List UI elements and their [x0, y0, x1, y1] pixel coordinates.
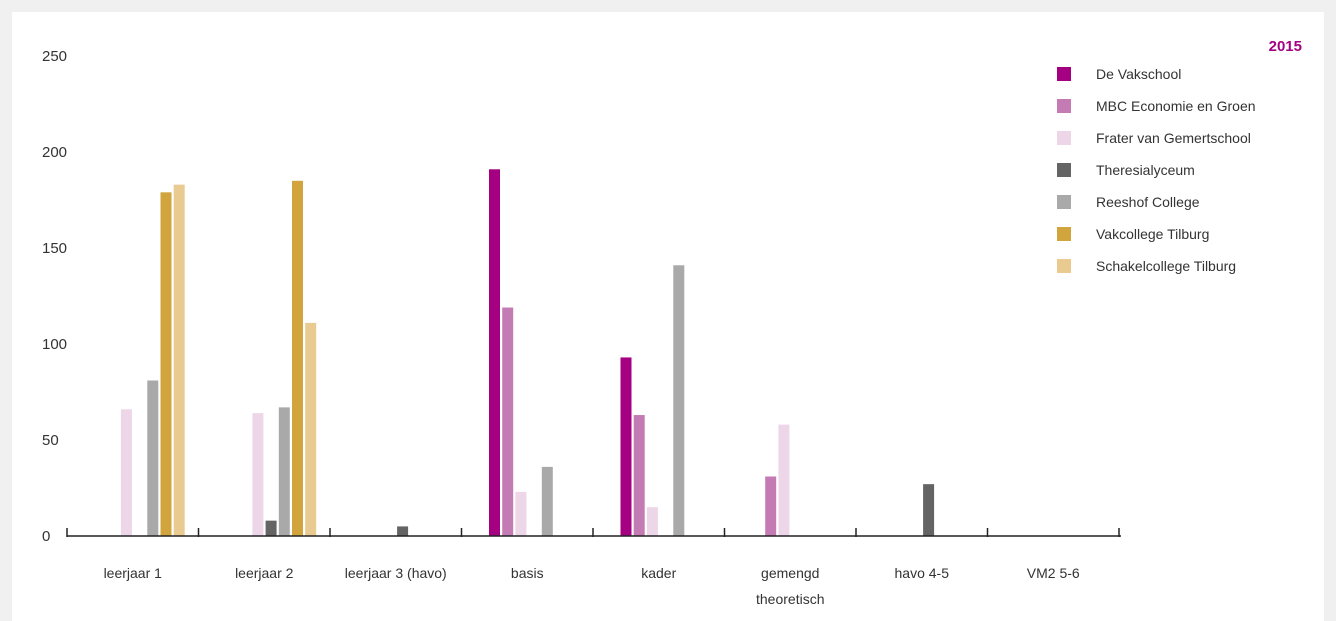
bar [252, 413, 264, 536]
legend-label: MBC Economie en Groen [1096, 98, 1256, 114]
x-tick-label: leerjaar 2 [235, 565, 294, 581]
bar [292, 180, 303, 537]
legend-label: Reeshof College [1096, 194, 1200, 210]
chart-panel: 0 50 100 150 200 250 leerjaar 1 leerjaar 2 leer… [12, 12, 1324, 621]
bar [397, 526, 409, 536]
bar [765, 476, 777, 536]
bar [160, 192, 172, 536]
bar [173, 184, 185, 536]
legend-swatch [1057, 227, 1071, 241]
bars [120, 169, 935, 537]
y-tick-label: 250 [42, 48, 67, 65]
y-tick-label: 100 [42, 336, 67, 353]
x-tick-label: basis [511, 565, 544, 581]
bar [265, 520, 277, 536]
x-axis-labels: leerjaar 1 leerjaar 2 leerjaar 3 (havo) bas… [104, 565, 1080, 607]
legend-swatch [1057, 195, 1071, 209]
x-tick-label: havo 4-5 [895, 565, 950, 581]
x-tick-label: leerjaar 3 (havo) [345, 565, 447, 581]
y-tick-label: 0 [42, 528, 50, 545]
bar [646, 507, 658, 536]
legend-swatch [1057, 99, 1071, 113]
bar [541, 466, 553, 536]
bar [778, 424, 790, 536]
legend-swatch [1057, 67, 1071, 81]
bar [489, 169, 500, 536]
y-axis-ticks: 0 50 100 150 200 250 [42, 48, 67, 545]
year-label: 2015 [1269, 38, 1302, 55]
x-tick-label: theoretisch [756, 591, 824, 607]
bar [673, 265, 685, 536]
x-tick-label: leerjaar 1 [104, 565, 163, 581]
bar [515, 491, 527, 536]
bar [147, 380, 159, 536]
bar [633, 415, 645, 536]
bar [502, 307, 514, 536]
legend-label: Frater van Gemertschool [1096, 130, 1251, 146]
bar [923, 484, 935, 536]
bar [620, 357, 632, 536]
legend-label: De Vakschool [1096, 66, 1181, 82]
legend-label: Vakcollege Tilburg [1096, 226, 1209, 242]
legend-label: Schakelcollege Tilburg [1096, 258, 1236, 274]
y-tick-label: 150 [42, 240, 67, 257]
legend-swatch [1057, 131, 1071, 145]
x-axis [66, 528, 1121, 537]
y-tick-label: 200 [42, 144, 67, 161]
legend-label: Theresialyceum [1096, 162, 1195, 178]
bar [278, 407, 290, 536]
bar [305, 322, 317, 536]
x-tick-label: gemengd [761, 565, 819, 581]
legend-swatch [1057, 259, 1071, 273]
x-tick-label: VM2 5-6 [1027, 565, 1080, 581]
legend: De Vakschool MBC Economie en Groen Frater … [1057, 66, 1256, 274]
x-tick-label: kader [641, 565, 676, 581]
bar [120, 409, 132, 536]
legend-swatch [1057, 163, 1071, 177]
y-tick-label: 50 [42, 432, 59, 449]
